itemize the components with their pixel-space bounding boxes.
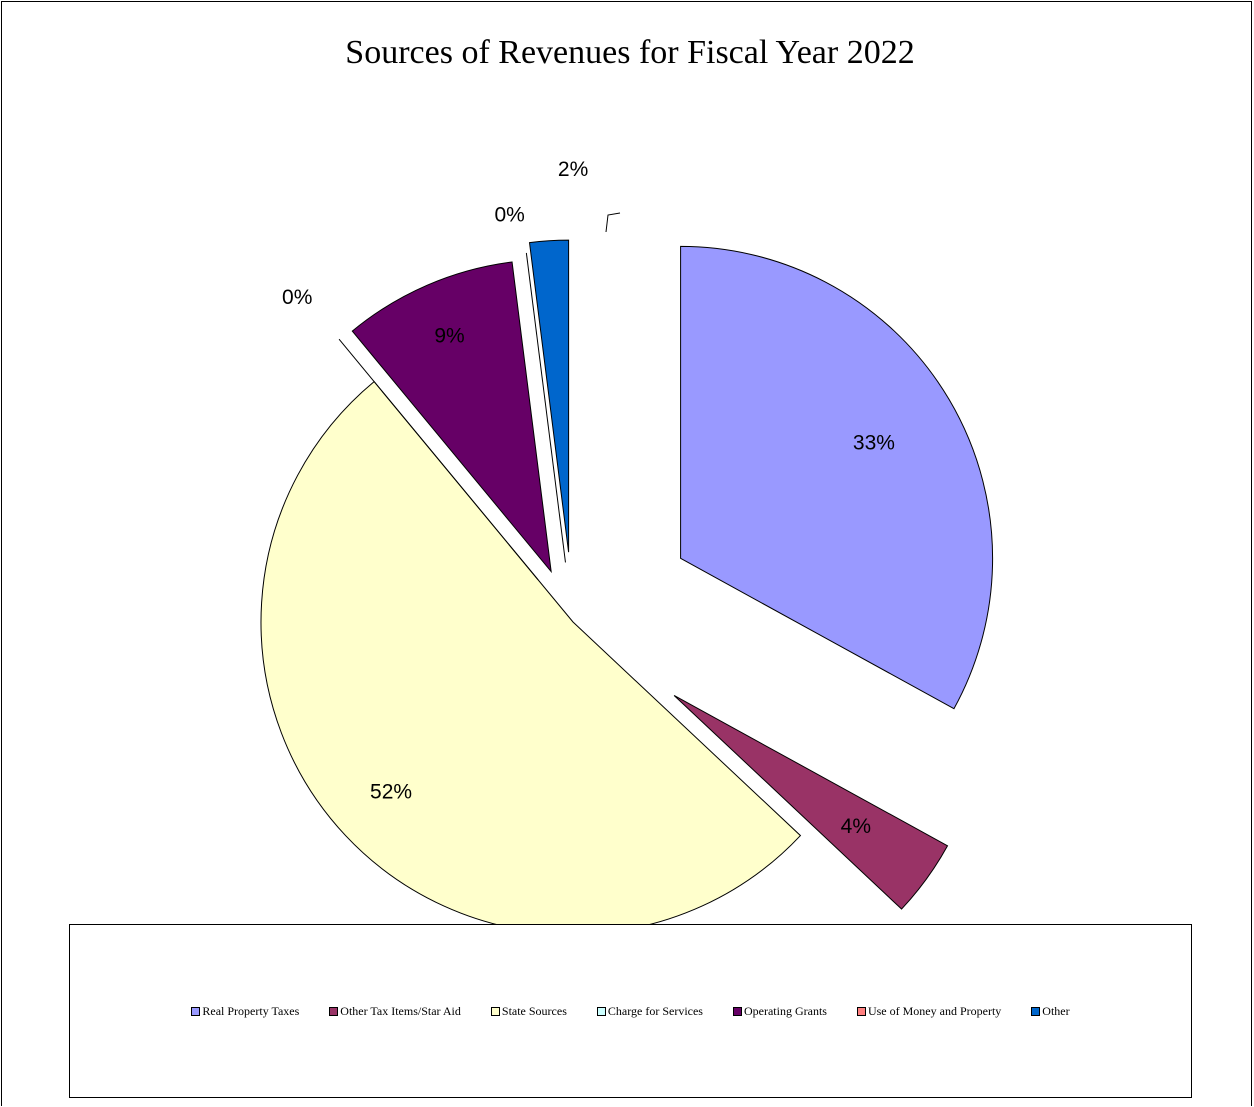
pie-slice — [525, 252, 566, 563]
legend-label: State Sources — [501, 1003, 567, 1018]
pie-data-label: 0% — [495, 203, 525, 226]
legend-swatch — [596, 1006, 606, 1016]
chart-title: Sources of Revenues for Fiscal Year 2022 — [345, 34, 915, 71]
legend-label: Real Property Taxes — [202, 1003, 300, 1018]
pie-data-labels: 33% 4% 52% 0% 9% 0% 2% — [282, 158, 895, 838]
legend-item: Other Tax Items/Star Aid — [329, 1004, 461, 1019]
legend-item: Operating Grants — [732, 1003, 827, 1019]
legend-label: Other — [1042, 1003, 1070, 1018]
pie-data-label: 0% — [282, 286, 312, 309]
legend-swatch — [329, 1006, 339, 1016]
pie-slice — [351, 261, 552, 574]
pie-slices — [260, 239, 994, 935]
legend-label: Use of Money and Property — [867, 1003, 1002, 1018]
legend-label: Charge for Services — [607, 1003, 703, 1018]
legend-label: Operating Grants — [743, 1003, 827, 1018]
legend-items: Real Property Taxes Other Tax Items/Star … — [70, 925, 1191, 1097]
legend-item: Use of Money and Property — [856, 1003, 1002, 1019]
pie-data-label: 4% — [841, 815, 871, 838]
legend-swatch — [490, 1006, 500, 1016]
pie-slice — [680, 245, 994, 710]
pie-slice — [528, 239, 570, 553]
pie-data-label: 2% — [558, 158, 588, 181]
pie-slice — [260, 380, 802, 935]
pie-data-label: 9% — [434, 324, 464, 347]
legend-label: Other Tax Items/Star Aid — [340, 1003, 461, 1018]
pie-slice — [673, 695, 949, 910]
legend-swatch — [191, 1006, 201, 1016]
legend-item: State Sources — [490, 1003, 567, 1019]
pie-data-label: 33% — [853, 432, 895, 455]
leader-line — [605, 212, 621, 233]
legend: Real Property Taxes Other Tax Items/Star … — [69, 924, 1192, 1098]
legend-item: Charge for Services — [596, 1003, 703, 1019]
legend-swatch — [1031, 1006, 1041, 1016]
pie-data-label: 52% — [370, 780, 412, 803]
legend-item: Other — [1031, 1003, 1070, 1019]
legend-item: Real Property Taxes — [191, 1004, 299, 1019]
pie-slice — [338, 338, 539, 580]
legend-swatch — [732, 1006, 742, 1016]
legend-swatch — [856, 1006, 866, 1016]
